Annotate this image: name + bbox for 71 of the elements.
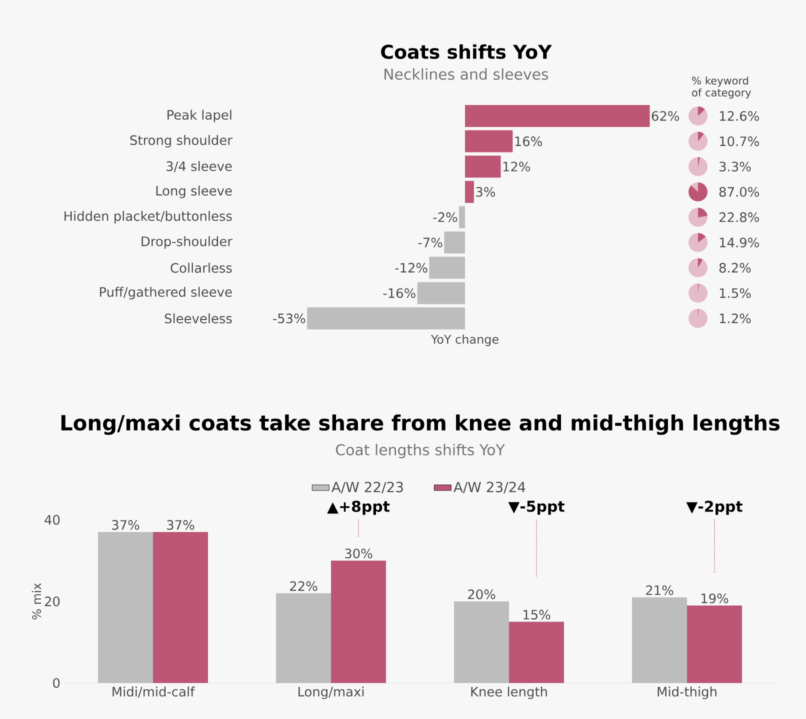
data-label: 22% xyxy=(290,581,318,592)
data-label: 87.0% xyxy=(719,187,759,197)
x-tick-label: Long/maxi xyxy=(298,686,364,700)
x-axis-title: YoY change xyxy=(430,334,498,346)
y-tick-label: Drop-shoulder xyxy=(142,236,232,249)
data-label: 21% xyxy=(646,585,674,596)
data-label: -12% xyxy=(395,262,428,273)
bar xyxy=(429,256,466,279)
bar xyxy=(307,307,466,330)
data-label: 3% xyxy=(476,187,495,197)
bar xyxy=(632,597,688,683)
data-label: 12% xyxy=(503,162,530,172)
bar xyxy=(417,282,466,304)
y-tick-label: Hidden placket/buttonless xyxy=(64,210,232,224)
bar xyxy=(465,180,474,203)
data-label: 8.2% xyxy=(719,262,751,273)
bar xyxy=(465,130,513,152)
y-tick-label: 0 xyxy=(53,678,60,688)
data-label: 30% xyxy=(345,548,372,558)
y-tick-label: 40 xyxy=(44,514,60,525)
data-label: 10.7% xyxy=(720,136,759,146)
text: ▲+8ppt xyxy=(327,500,390,515)
y-tick-label: Strong shoulder xyxy=(130,135,232,148)
data-label: 14.9% xyxy=(720,238,759,248)
y-tick-label: 3/4 sleeve xyxy=(166,161,232,172)
text: ▼-2ppt xyxy=(686,500,742,515)
data-label: 22.8% xyxy=(719,212,759,222)
data-label: 3.3% xyxy=(720,162,751,172)
data-label: 1.2% xyxy=(720,314,751,324)
bar xyxy=(98,532,153,683)
legend-label: A/W 22/23 xyxy=(331,482,403,494)
data-label: -16% xyxy=(383,288,416,298)
y-tick-label: Collarless xyxy=(170,262,232,273)
chart-title: Coats shifts YoY xyxy=(381,44,552,59)
bar xyxy=(454,601,510,683)
data-label: -53% xyxy=(273,314,306,324)
data-label: 12.6% xyxy=(720,111,759,121)
data-label: 1.5% xyxy=(720,288,751,298)
bar xyxy=(465,156,501,178)
data-label: -7% xyxy=(418,238,442,248)
y-tick-label: Sleeveless xyxy=(164,313,232,324)
data-label: 37% xyxy=(112,520,140,530)
chart-subtitle: Coat lengths shifts YoY xyxy=(336,444,505,458)
bar xyxy=(465,104,650,127)
data-label: 16% xyxy=(515,136,542,146)
y-tick-label: Long sleeve xyxy=(156,186,232,198)
bar xyxy=(276,593,332,683)
text: % keyword of category xyxy=(692,76,752,99)
text: ▼-5ppt xyxy=(508,500,564,515)
data-label: 20% xyxy=(468,589,496,600)
data-label: 15% xyxy=(524,610,550,620)
data-label: 37% xyxy=(167,520,194,530)
chart-title: Long/maxi coats take share from knee and mid-thigh lengths xyxy=(61,414,780,435)
bar xyxy=(459,206,466,228)
y-tick-label: 20 xyxy=(44,596,60,606)
bar xyxy=(444,232,466,254)
data-label: 19% xyxy=(702,593,728,604)
legend-label: A/W 23/24 xyxy=(454,482,526,494)
x-tick-label: Mid-thigh xyxy=(658,686,716,700)
chart-subtitle: Necklines and sleeves xyxy=(384,68,548,80)
bar xyxy=(153,532,208,683)
x-tick-label: Midi/mid-calf xyxy=(112,686,195,698)
bar xyxy=(687,605,742,683)
y-tick-label: Puff/gathered sleeve xyxy=(100,286,232,300)
bar xyxy=(509,622,564,683)
y-axis-title: % mix xyxy=(32,583,42,620)
data-label: 62% xyxy=(652,111,680,121)
data-label: -2% xyxy=(433,212,458,222)
y-tick-label: Peak lapel xyxy=(168,110,232,122)
x-tick-label: Knee length xyxy=(471,686,547,700)
bar xyxy=(331,560,386,683)
